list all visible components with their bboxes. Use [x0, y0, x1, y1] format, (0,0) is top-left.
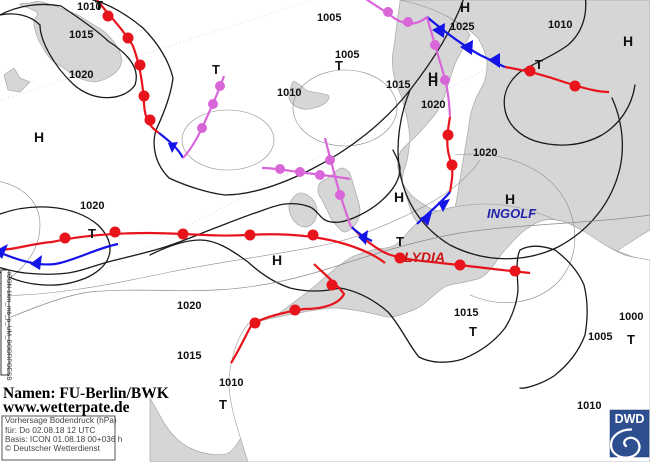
svg-text:Vorhersage Bodendruck (hPa): Vorhersage Bodendruck (hPa) — [5, 415, 117, 425]
svg-text:T: T — [396, 234, 404, 249]
svg-text:INGOLF: INGOLF — [487, 206, 537, 221]
svg-text:1005: 1005 — [588, 331, 612, 343]
svg-text:T: T — [88, 226, 96, 241]
svg-text:ICON 1km_mb_p_UM_BODRPOESB: ICON 1km_mb_p_UM_BODRPOESB — [5, 272, 12, 381]
svg-text:1015: 1015 — [386, 79, 410, 91]
svg-text:H: H — [272, 252, 282, 268]
svg-text:H: H — [428, 73, 438, 89]
svg-text:1010: 1010 — [219, 377, 243, 389]
svg-text:1025: 1025 — [450, 21, 474, 33]
svg-text:1015: 1015 — [69, 29, 93, 41]
svg-text:1020: 1020 — [80, 200, 104, 212]
svg-text:H: H — [394, 189, 404, 205]
svg-text:T: T — [219, 397, 227, 412]
svg-text:© Deutscher Wetterdienst: © Deutscher Wetterdienst — [5, 443, 101, 453]
svg-text:DWD: DWD — [615, 412, 645, 426]
svg-text:1010: 1010 — [577, 400, 601, 412]
svg-text:H: H — [460, 0, 470, 15]
svg-text:1010: 1010 — [277, 87, 301, 99]
svg-text:H: H — [34, 129, 44, 145]
svg-text:H: H — [505, 191, 515, 207]
svg-text:1020: 1020 — [421, 99, 445, 111]
svg-text:1000: 1000 — [619, 311, 643, 323]
svg-text:T: T — [627, 332, 635, 347]
svg-text:H: H — [623, 33, 633, 49]
svg-text:1005: 1005 — [317, 12, 341, 24]
svg-text:T: T — [335, 58, 343, 73]
svg-text:1020: 1020 — [177, 300, 201, 312]
svg-text:T: T — [469, 324, 477, 339]
svg-text:LYDIA: LYDIA — [404, 249, 445, 265]
svg-text:1020: 1020 — [473, 147, 497, 159]
svg-text:T: T — [212, 62, 220, 77]
svg-text:www.wetterpate.de: www.wetterpate.de — [3, 399, 130, 416]
svg-text:1015: 1015 — [177, 350, 201, 362]
svg-text:1010: 1010 — [548, 19, 572, 31]
svg-text:1015: 1015 — [454, 307, 478, 319]
svg-text:T: T — [95, 0, 103, 13]
svg-text:T: T — [535, 57, 543, 72]
svg-text:1020: 1020 — [69, 69, 93, 81]
